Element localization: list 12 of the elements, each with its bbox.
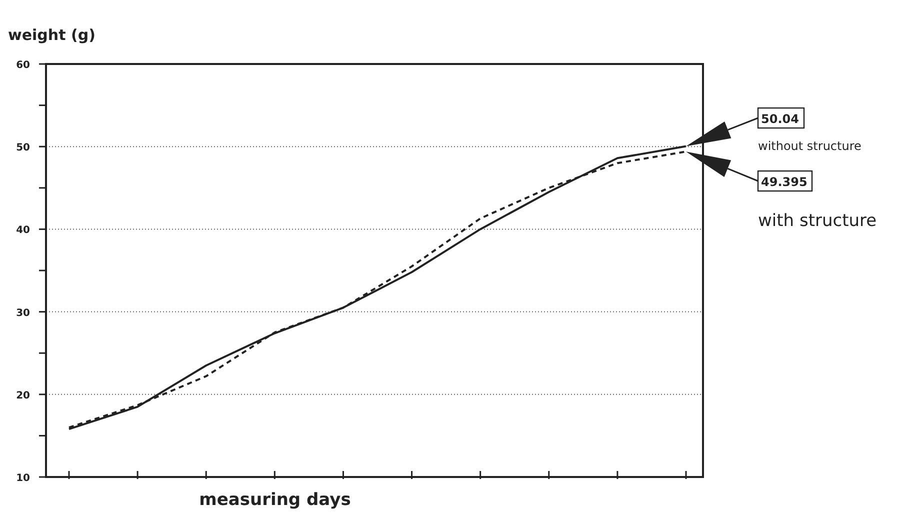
y-tick-label: 60 xyxy=(16,60,30,71)
legend-label: with structure xyxy=(758,211,877,231)
y-tick-label: 20 xyxy=(16,390,30,402)
y-axis-title: weight (g) xyxy=(8,26,96,44)
text: 49.395 xyxy=(761,175,808,189)
y-tick-label: 30 xyxy=(16,308,30,319)
legend-label: without structure xyxy=(758,139,862,153)
text: 50.04 xyxy=(761,112,799,126)
y-tick-label: 50 xyxy=(16,142,30,154)
y-tick-label: 40 xyxy=(16,225,30,236)
y-tick-label: 10 xyxy=(16,473,30,484)
x-axis-title: measuring days xyxy=(199,490,351,510)
